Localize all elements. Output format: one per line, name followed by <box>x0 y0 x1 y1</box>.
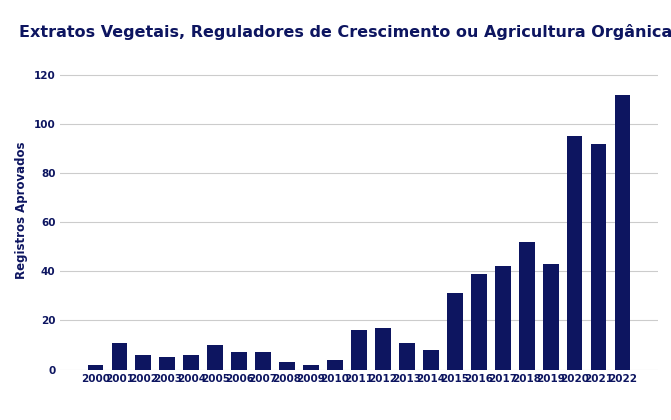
Bar <box>399 343 415 370</box>
Bar <box>447 294 462 370</box>
Bar <box>183 355 199 370</box>
Bar <box>87 365 103 370</box>
Bar <box>519 242 535 370</box>
Bar <box>567 136 582 370</box>
Bar <box>591 144 607 370</box>
Bar <box>256 352 271 370</box>
Bar <box>327 360 343 370</box>
Bar <box>160 357 175 370</box>
Bar <box>207 345 223 370</box>
Bar <box>351 330 367 370</box>
Bar <box>136 355 151 370</box>
Y-axis label: Registros Aprovados: Registros Aprovados <box>15 141 28 279</box>
Bar <box>303 365 319 370</box>
Bar <box>423 350 439 370</box>
Bar <box>471 274 486 370</box>
Bar <box>615 94 631 370</box>
Bar <box>543 264 558 370</box>
Bar <box>375 328 391 370</box>
Bar <box>495 266 511 370</box>
Text: Extratos Vegetais, Reguladores de Crescimento ou Agricultura Orgânica): Extratos Vegetais, Reguladores de Cresci… <box>19 24 671 39</box>
Bar <box>111 343 127 370</box>
Bar <box>231 352 247 370</box>
Bar <box>279 362 295 370</box>
